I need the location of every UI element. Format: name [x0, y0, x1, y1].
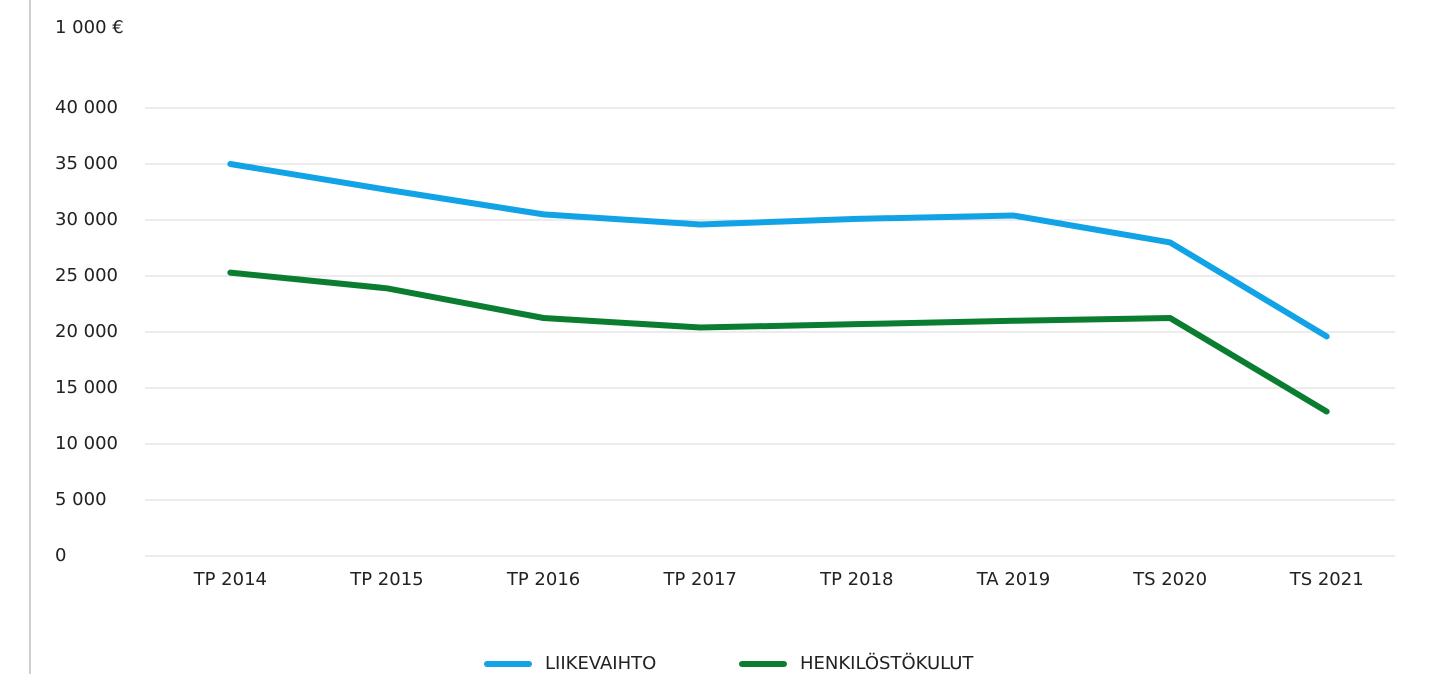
legend-label: LIIKEVAIHTO — [545, 653, 656, 674]
y-tick-label: 10 000 — [55, 433, 118, 454]
x-tick-label: TP 2018 — [819, 569, 893, 590]
x-tick-label: TP 2014 — [193, 569, 267, 590]
x-tick-label: TP 2016 — [506, 569, 580, 590]
x-tick-label: TA 2019 — [976, 569, 1050, 590]
y-tick-label: 20 000 — [55, 321, 118, 342]
y-unit-label: 1 000 € — [55, 17, 124, 38]
x-tick-label: TS 2021 — [1289, 569, 1364, 590]
series-line — [227, 161, 1330, 340]
x-tick-label: TS 2020 — [1132, 569, 1207, 590]
y-tick-label: 30 000 — [55, 209, 118, 230]
legend-label: HENKILÖSTÖKULUT — [800, 652, 974, 674]
x-tick-label: TP 2017 — [662, 569, 736, 590]
y-tick-label: 40 000 — [55, 97, 118, 118]
y-tick-label: 15 000 — [55, 377, 118, 398]
y-tick-label: 25 000 — [55, 265, 118, 286]
y-tick-label: 35 000 — [55, 153, 118, 174]
y-tick-label: 0 — [55, 545, 66, 566]
x-tick-label: TP 2015 — [349, 569, 423, 590]
y-tick-label: 5 000 — [55, 489, 107, 510]
series-line — [227, 269, 1330, 415]
